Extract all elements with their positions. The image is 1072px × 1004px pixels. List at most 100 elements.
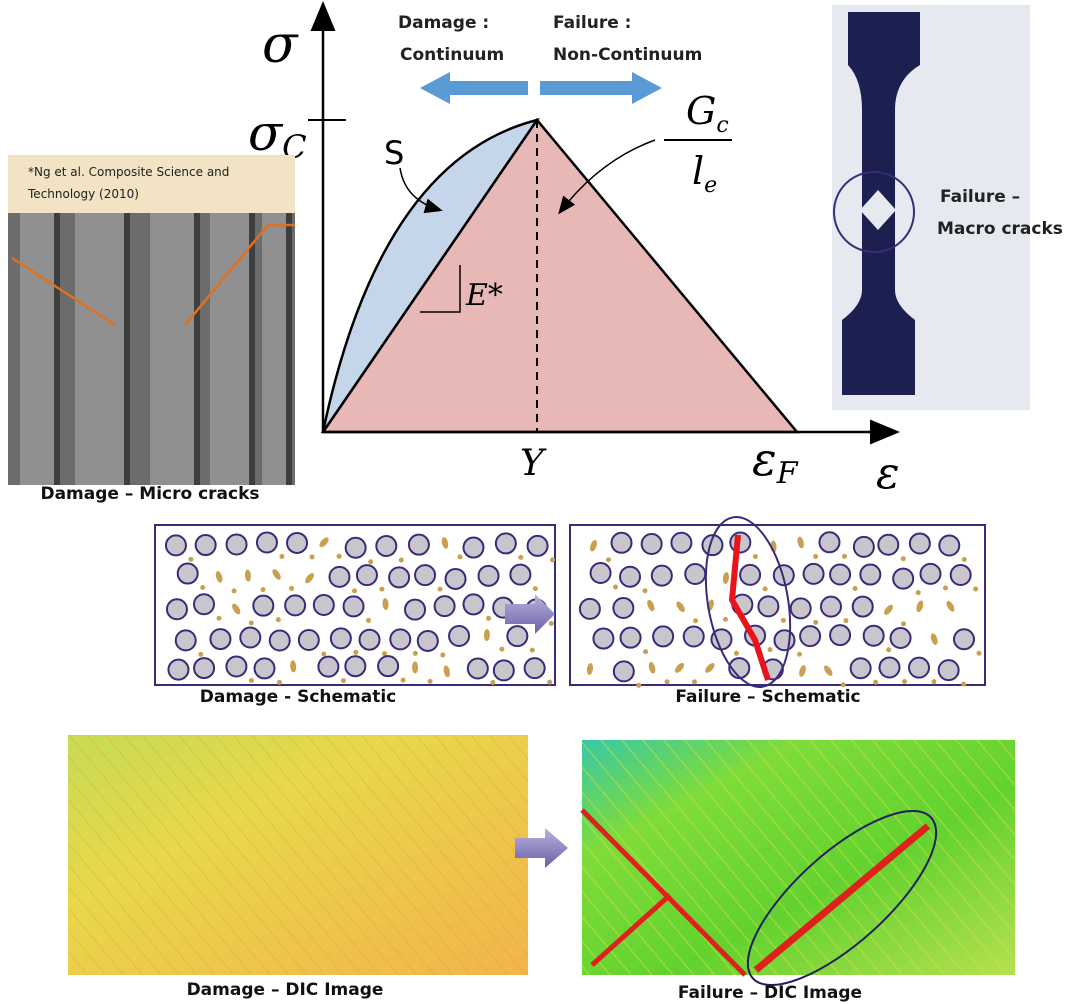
particle xyxy=(813,620,818,625)
fiber xyxy=(240,627,260,647)
specimen-photo: Failure – Macro cracks xyxy=(832,5,1063,410)
particle xyxy=(321,651,326,656)
particle xyxy=(200,585,205,590)
particle xyxy=(379,587,384,592)
fiber xyxy=(449,626,469,646)
fiber xyxy=(390,629,410,649)
texture xyxy=(582,740,1015,975)
fiber-edge xyxy=(54,213,60,485)
fiber xyxy=(446,569,466,589)
fiber xyxy=(774,630,794,650)
fiber xyxy=(851,658,871,678)
fiber xyxy=(613,598,633,618)
particle xyxy=(813,554,818,559)
fiber xyxy=(494,660,514,680)
fiber xyxy=(920,564,940,584)
fiber-edge xyxy=(286,213,292,485)
particle xyxy=(976,651,981,656)
particle xyxy=(260,587,265,592)
subscript: e xyxy=(704,173,717,198)
particle xyxy=(232,588,237,593)
particle xyxy=(962,557,967,562)
fiber xyxy=(830,564,850,584)
particle xyxy=(530,648,535,653)
specimen-label: Failure – xyxy=(940,187,1020,207)
particle xyxy=(440,652,445,657)
fiber xyxy=(345,656,365,676)
fiber xyxy=(376,536,396,556)
fiber xyxy=(954,629,974,649)
fiber xyxy=(299,630,319,650)
texture xyxy=(68,735,528,975)
particle xyxy=(188,557,193,562)
fiber xyxy=(463,594,483,614)
fiber xyxy=(227,534,247,554)
x-axis-label: ε xyxy=(876,448,900,499)
fiber xyxy=(671,533,691,553)
caption: Damage - Schematic xyxy=(200,687,397,707)
particle xyxy=(341,678,346,683)
fiber xyxy=(612,533,632,553)
fiber xyxy=(878,535,898,555)
figure: Damage : Continuum Failure : Non-Continu… xyxy=(0,0,1072,1004)
fiber xyxy=(360,630,380,650)
fiber xyxy=(653,626,673,646)
stress-strain-diagram: Damage : Continuum Failure : Non-Continu… xyxy=(248,6,900,499)
particle xyxy=(961,682,966,687)
particle xyxy=(613,585,618,590)
fiber xyxy=(196,535,216,555)
fiber xyxy=(614,661,634,681)
fiber xyxy=(528,536,548,556)
particle xyxy=(310,554,315,559)
particle xyxy=(873,680,878,685)
particle xyxy=(438,587,443,592)
modulus-label: E* xyxy=(465,278,503,313)
fiber xyxy=(580,599,600,619)
fiber xyxy=(344,596,364,616)
fiber xyxy=(468,658,488,678)
fiber xyxy=(507,626,527,646)
fiber xyxy=(800,626,820,646)
fiber xyxy=(331,628,351,648)
particle xyxy=(753,554,758,559)
fiber xyxy=(830,625,850,645)
area-label: S xyxy=(384,134,404,172)
particle xyxy=(842,554,847,559)
particle xyxy=(413,651,418,656)
fiber xyxy=(479,566,499,586)
fiber xyxy=(939,660,959,680)
fiber xyxy=(758,596,778,616)
particle xyxy=(781,618,786,623)
particle xyxy=(853,586,858,591)
particle xyxy=(486,616,491,621)
particle xyxy=(368,559,373,564)
fiber xyxy=(910,533,930,553)
particle xyxy=(550,557,555,562)
fiber xyxy=(287,533,307,553)
fiber xyxy=(346,538,366,558)
particle xyxy=(901,621,906,626)
citation: Technology (2010) xyxy=(27,187,139,201)
symbol: ε xyxy=(752,432,777,486)
particle xyxy=(428,679,433,684)
fiber xyxy=(593,629,613,649)
fiber xyxy=(194,594,214,614)
particle xyxy=(276,617,281,622)
particle xyxy=(932,679,937,684)
caption: Failure – DIC Image xyxy=(678,983,862,1003)
particle xyxy=(549,621,554,626)
fiber xyxy=(510,565,530,585)
particle xyxy=(499,647,504,652)
caption: Failure – Schematic xyxy=(675,687,860,707)
dic-images: Damage – DIC Image Failure – DIC Image xyxy=(68,735,1015,1004)
fiber xyxy=(314,595,334,615)
micrograph: *Ng et al. Composite Science and Technol… xyxy=(8,155,295,504)
particle xyxy=(693,618,698,623)
fiber xyxy=(357,565,377,585)
fiber xyxy=(257,532,277,552)
particle xyxy=(352,588,357,593)
particle xyxy=(518,555,523,560)
particle xyxy=(277,680,282,685)
particle xyxy=(457,554,462,559)
particle xyxy=(901,556,906,561)
